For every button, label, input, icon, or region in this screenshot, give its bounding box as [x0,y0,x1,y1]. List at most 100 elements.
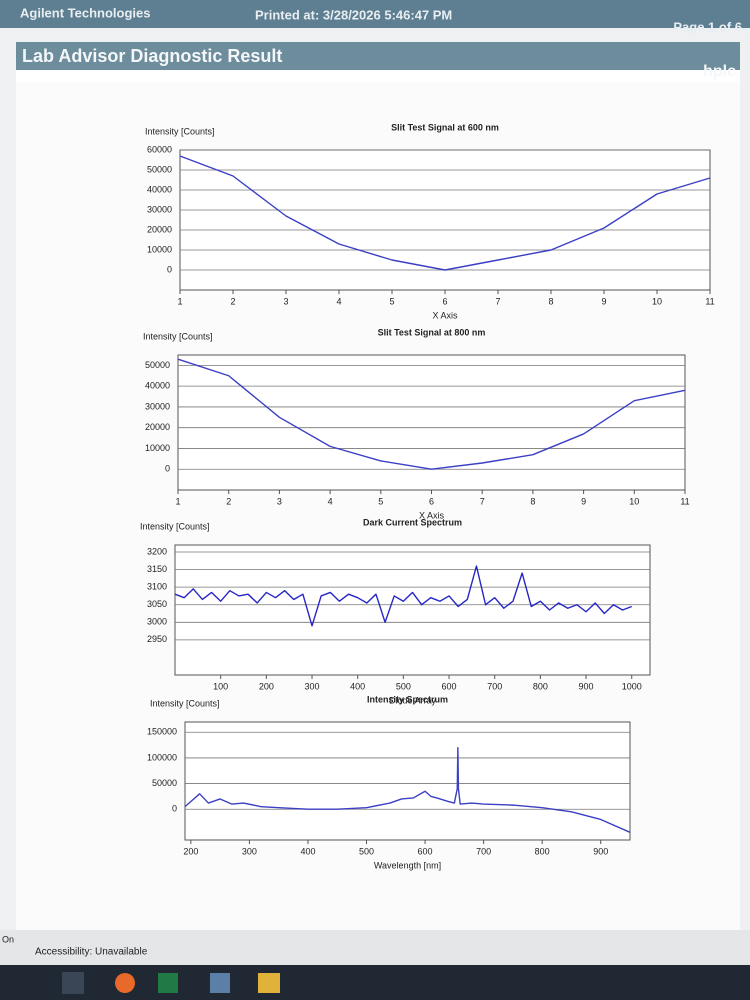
y-tick-label: 3000 [147,617,167,627]
y-tick-label: 40000 [145,381,170,391]
x-tick-label: 3 [277,496,282,506]
x-tick-label: 700 [487,681,502,691]
x-tick-label: 4 [328,496,333,506]
x-tick-label: 3 [283,296,288,306]
x-tick-label: 400 [350,681,365,691]
chart-title: Intensity Spectrum [367,694,448,704]
x-tick-label: 1 [175,496,180,506]
title-bar [16,42,740,70]
x-tick-label: 900 [579,681,594,691]
x-tick-label: 400 [300,846,315,856]
x-tick-label: 6 [442,296,447,306]
x-axis-title: X Axis [432,310,458,320]
x-tick-label: 600 [418,846,433,856]
x-tick-label: 5 [389,296,394,306]
x-tick-label: 9 [601,296,606,306]
y-tick-label: 30000 [145,401,170,411]
accessibility-status: Accessibility: Unavailable [35,947,148,958]
x-tick-label: 7 [495,296,500,306]
x-tick-label: 2 [230,296,235,306]
y-tick-label: 10000 [145,443,170,453]
y-tick-label: 3200 [147,546,167,556]
data-line [179,155,711,271]
x-axis-title: Diode Array [389,695,437,705]
x-tick-label: 7 [480,496,485,506]
chart-title: Slit Test Signal at 800 nm [378,327,486,337]
y-tick-label: 2950 [147,634,167,644]
y-tick-label: 100000 [147,752,177,762]
status-left: On [2,934,14,944]
x-axis-title: Wavelength [nm] [374,860,441,870]
y-tick-label: 0 [165,464,170,474]
report-title: Lab Advisor Diagnostic Result [22,46,282,66]
data-line [177,358,686,470]
x-tick-label: 1 [177,296,182,306]
x-tick-label: 11 [705,296,714,306]
y-tick-label: 3150 [147,564,167,574]
y-axis-title: Intensity [Counts] [143,331,213,341]
x-tick-label: 300 [305,681,320,691]
x-tick-label: 8 [530,496,535,506]
taskbar [0,965,750,1000]
browser-icon[interactable] [115,973,135,993]
y-tick-label: 0 [167,264,172,274]
plot-area [184,721,631,841]
x-tick-label: 5 [378,496,383,506]
x-tick-label: 200 [259,681,274,691]
chart-title: Slit Test Signal at 600 nm [391,122,499,132]
y-tick-label: 50000 [145,360,170,370]
x-tick-label: 100 [213,681,228,691]
taskbar-icon[interactable] [62,972,84,994]
y-tick-label: 30000 [147,204,172,214]
printed-at: Printed at: 3/28/2026 5:46:47 PM [255,7,452,22]
x-tick-label: 6 [429,496,434,506]
data-line [184,746,631,833]
y-tick-label: 3100 [147,582,167,592]
x-tick-label: 800 [533,681,548,691]
y-tick-label: 10000 [147,244,172,254]
y-tick-label: 50000 [152,778,177,788]
y-tick-label: 40000 [147,184,172,194]
y-tick-label: 50000 [147,164,172,174]
y-tick-label: 60000 [147,144,172,154]
plot-area [174,544,651,676]
y-axis-title: Intensity [Counts] [145,126,215,136]
x-tick-label: 1000 [622,681,642,691]
data-line [174,565,632,627]
x-tick-label: 700 [476,846,491,856]
y-tick-label: 3050 [147,599,167,609]
x-tick-label: 10 [629,496,639,506]
x-tick-label: 300 [242,846,257,856]
y-tick-label: 20000 [147,224,172,234]
x-tick-label: 8 [548,296,553,306]
folder-icon[interactable] [258,973,280,993]
x-tick-label: 2 [226,496,231,506]
x-tick-label: 900 [593,846,608,856]
app-icon[interactable] [210,973,230,993]
excel-icon[interactable] [158,973,178,993]
x-axis-title: X Axis [419,510,445,520]
x-tick-label: 200 [183,846,198,856]
y-tick-label: 0 [172,804,177,814]
page-number: Page 1 of 6 [673,19,742,34]
chart-title: Dark Current Spectrum [363,517,462,527]
x-tick-label: 500 [396,681,411,691]
x-tick-label: 9 [581,496,586,506]
header-bar [0,0,750,28]
x-tick-label: 11 [680,496,689,506]
x-tick-label: 600 [442,681,457,691]
plot-area [179,149,711,291]
y-tick-label: 20000 [145,422,170,432]
company: Agilent Technologies [20,5,151,20]
status-bar [0,930,750,965]
x-tick-label: 500 [359,846,374,856]
y-axis-title: Intensity [Counts] [150,698,220,708]
x-tick-label: 800 [535,846,550,856]
y-axis-title: Intensity [Counts] [140,521,210,531]
x-tick-label: 10 [652,296,662,306]
y-tick-label: 150000 [147,727,177,737]
badge: hplc [703,63,736,80]
x-tick-label: 4 [336,296,341,306]
